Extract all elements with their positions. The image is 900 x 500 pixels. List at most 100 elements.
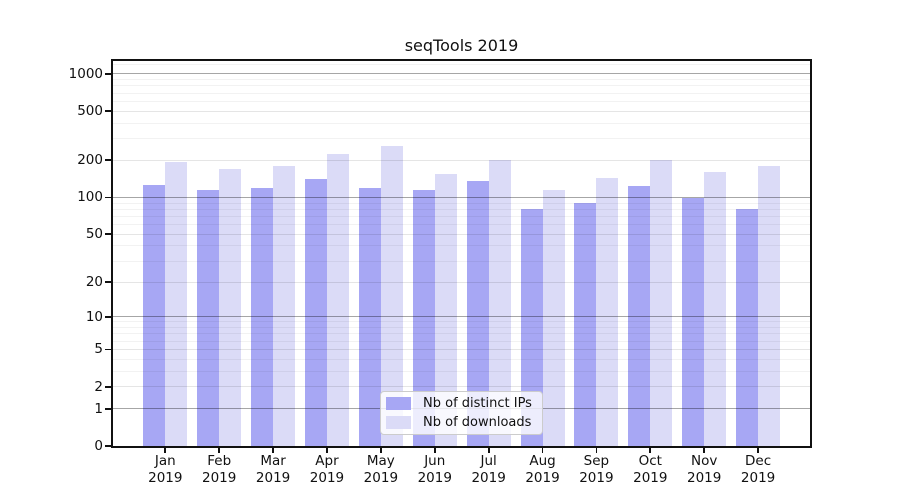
gridline-minor-300: [113, 138, 810, 140]
bar-nov-downloads: [704, 172, 727, 446]
plot-frame: [111, 59, 812, 448]
gridline-200: [113, 159, 810, 161]
legend-swatch-downloads: [386, 416, 411, 429]
bar-may-downloads: [380, 146, 403, 446]
bar-jul-downloads: [488, 160, 511, 446]
y-tick-label-100: 100: [77, 189, 103, 206]
gridline-minor-3: [113, 370, 810, 372]
x-tick-label-mar: Mar 2019: [243, 453, 303, 487]
x-tick-year-jul: 2019: [471, 470, 506, 486]
bar-feb-distinct-ips: [197, 189, 220, 446]
gridline-20: [113, 281, 810, 283]
x-tick-label-sep: Sep 2019: [566, 453, 626, 487]
gridline-minor-700: [113, 92, 810, 94]
x-tick-year-apr: 2019: [309, 470, 345, 486]
x-tick-month-nov: Nov: [691, 453, 718, 469]
x-tick-label-apr: Apr 2019: [297, 453, 357, 487]
gridline-1000: [113, 73, 810, 75]
x-tick-label-jun: Jun 2019: [405, 453, 465, 487]
x-tick-month-apr: Apr: [315, 453, 339, 469]
y-tick-label-2: 2: [94, 378, 103, 395]
y-tick-20: [105, 281, 111, 283]
x-tick-month-oct: Oct: [638, 453, 662, 469]
x-tick-label-may: May 2019: [351, 453, 411, 487]
y-tick-50: [105, 233, 111, 236]
y-tick-label-10: 10: [85, 308, 103, 325]
legend-swatch-distinct-ips: [386, 397, 411, 410]
legend-entry-downloads: Nb of downloads: [386, 415, 542, 430]
gridline-minor-9: [113, 321, 810, 323]
x-tick-apr: [326, 446, 328, 453]
x-tick-month-may: May: [366, 453, 395, 469]
x-tick-month-mar: Mar: [260, 453, 286, 469]
gridline-minor-400: [113, 122, 810, 124]
gridline-2: [113, 386, 810, 388]
x-tick-nov: [703, 446, 706, 453]
y-tick-200: [105, 159, 111, 162]
gridline-minor-60: [113, 224, 810, 226]
gridline-10: [113, 316, 810, 318]
gridline-5: [113, 348, 810, 350]
y-tick-2: [105, 385, 111, 388]
bar-jan-downloads: [165, 161, 188, 446]
bar-dec-distinct-ips: [736, 209, 759, 446]
bar-sep-downloads: [596, 177, 619, 446]
y-tick-label-1: 1: [94, 400, 103, 417]
y-tick-100: [105, 196, 111, 199]
gridline-minor-70: [113, 215, 810, 217]
y-tick-label-20: 20: [85, 274, 103, 290]
y-tick-label-500: 500: [77, 103, 103, 120]
x-tick-year-dec: 2019: [740, 470, 776, 486]
chart-title: seqTools 2019: [404, 36, 519, 55]
bar-jun-downloads: [434, 173, 457, 446]
bar-jun-distinct-ips: [412, 189, 435, 446]
gridline-minor-1200: [113, 63, 810, 65]
x-tick-year-feb: 2019: [202, 470, 237, 486]
y-tick-label-1000: 1000: [68, 65, 103, 82]
y-tick-label-50: 50: [85, 226, 103, 243]
x-tick-feb: [218, 446, 221, 453]
x-tick-dec: [757, 446, 759, 453]
x-tick-year-nov: 2019: [687, 470, 722, 486]
x-tick-label-feb: Feb 2019: [189, 453, 249, 487]
gridline-minor-6: [113, 340, 810, 342]
y-tick-5: [105, 348, 111, 351]
x-tick-jun: [433, 446, 436, 453]
x-tick-year-oct: 2019: [633, 470, 668, 486]
y-tick-500: [105, 110, 111, 113]
x-tick-may: [379, 446, 382, 453]
y-tick-label-0: 0: [94, 438, 103, 454]
x-tick-label-oct: Oct 2019: [620, 453, 680, 487]
x-tick-year-jan: 2019: [148, 470, 183, 486]
bar-oct-distinct-ips: [628, 186, 651, 446]
bar-sep-distinct-ips: [574, 203, 597, 446]
bar-aug-distinct-ips: [520, 209, 543, 446]
x-tick-month-jul: Jul: [480, 453, 497, 469]
gridline-100: [113, 196, 810, 198]
x-tick-year-sep: 2019: [579, 470, 614, 486]
x-tick-label-dec: Dec 2019: [728, 453, 788, 487]
bar-dec-downloads: [758, 165, 781, 446]
x-tick-month-sep: Sep: [583, 453, 610, 469]
x-tick-year-aug: 2019: [525, 470, 560, 486]
gridline-50: [113, 233, 810, 235]
gridline-minor-900: [113, 79, 810, 81]
bar-may-distinct-ips: [358, 187, 381, 446]
x-tick-label-jul: Jul 2019: [459, 453, 519, 487]
bar-mar-distinct-ips: [251, 187, 274, 446]
x-tick-month-jan: Jan: [154, 453, 176, 469]
gridline-minor-90: [113, 202, 810, 204]
bar-apr-downloads: [326, 154, 349, 446]
x-tick-label-jan: Jan 2019: [135, 453, 195, 487]
bar-nov-distinct-ips: [682, 198, 705, 446]
y-tick-10: [105, 315, 111, 318]
x-tick-label-aug: Aug 2019: [513, 453, 573, 487]
x-tick-label-nov: Nov 2019: [674, 453, 734, 487]
legend-label-distinct-ips: Nb of distinct IPs: [423, 396, 532, 411]
bar-oct-downloads: [650, 160, 673, 446]
y-tick-0: [105, 445, 111, 447]
legend: Nb of distinct IPs Nb of downloads: [380, 391, 543, 435]
gridline-minor-7: [113, 333, 810, 335]
gridline-minor-80: [113, 208, 810, 210]
